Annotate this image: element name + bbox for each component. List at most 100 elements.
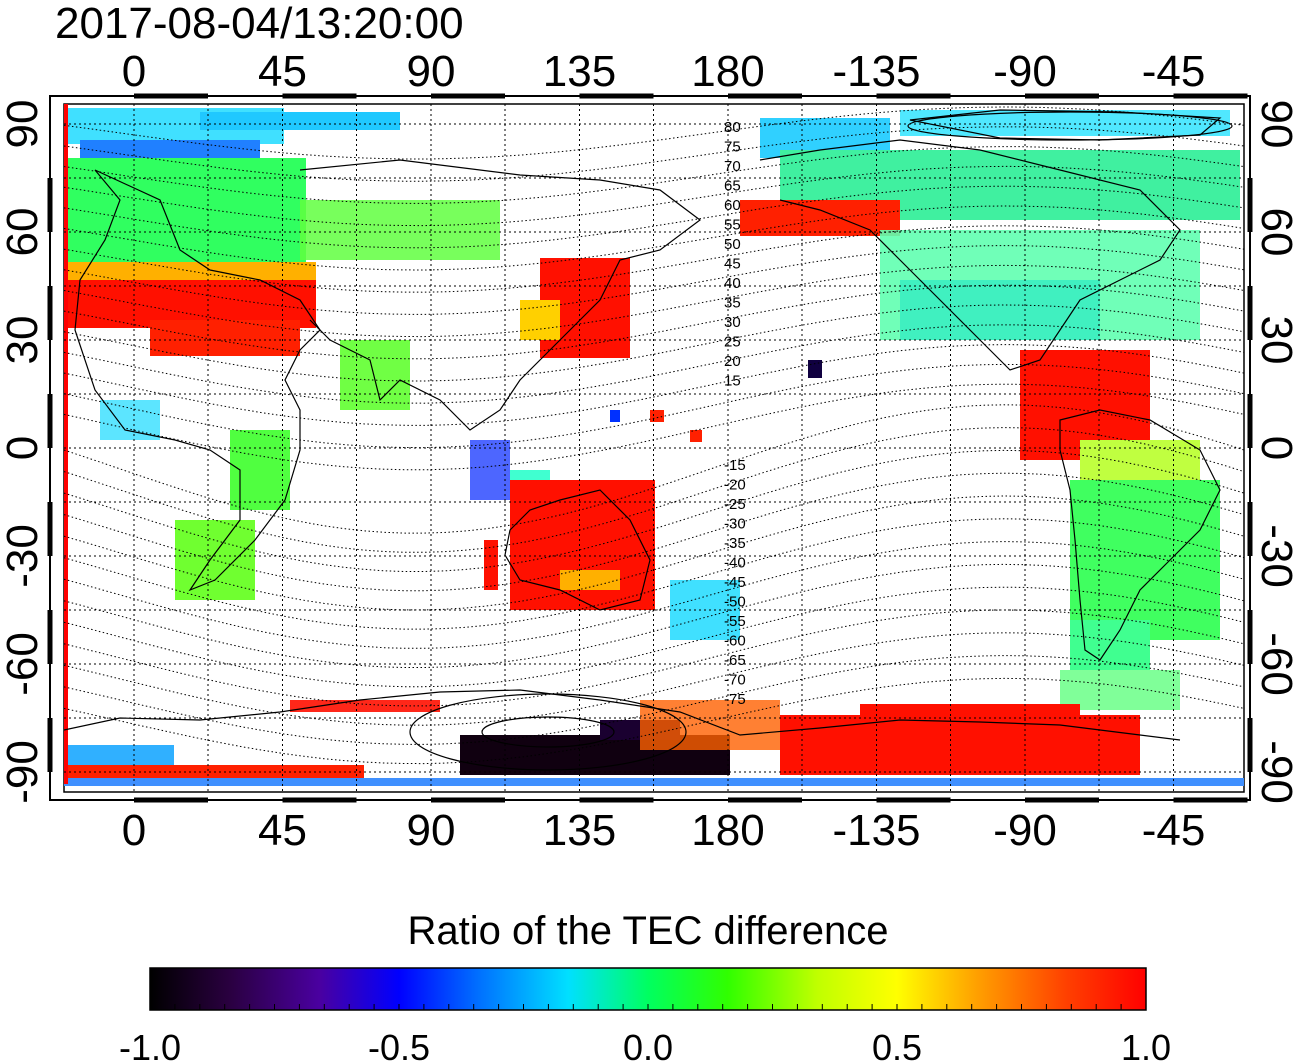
coastline-magnetic-pole-ring [409, 693, 687, 771]
axis-ticks [47, 93, 1253, 803]
patch-west-australia-red [484, 540, 498, 590]
lon-label-top: 180 [691, 47, 764, 96]
timestamp-title: 2017-08-04/13:20:00 [55, 0, 464, 48]
patch-alaska-red [740, 200, 900, 236]
contour-label: -60 [724, 633, 746, 650]
contour-label: 65 [724, 178, 741, 195]
magnetic-contour [64, 563, 1244, 668]
lon-label-bottom: 45 [258, 806, 307, 855]
magnetic-contour [64, 449, 1244, 572]
patch-arctic-cyan-2 [200, 112, 400, 130]
colorbar-tick-label: -1.0 [119, 1027, 181, 1064]
lon-label-bottom: -135 [832, 806, 920, 855]
magnetic-contour [64, 518, 1244, 630]
colorbar-tick-labels: -1.0 -0.5 0.0 0.5 1.0 [119, 1027, 1171, 1064]
magnetic-contour [64, 472, 1244, 592]
lon-label-top: 90 [407, 47, 456, 96]
magnetic-contour [64, 126, 1244, 182]
coastline-north-america [759, 139, 1181, 371]
lat-label-right: -60 [1252, 632, 1296, 696]
contour-label: 30 [724, 314, 741, 331]
colorbar-gradient [149, 967, 1147, 1011]
patch-pacific-blue-1 [610, 410, 620, 422]
contour-label: 60 [724, 197, 741, 214]
patch-ross-sea-red [290, 700, 440, 712]
lat-label-left: 0 [0, 436, 47, 460]
lon-label-top: -90 [993, 47, 1057, 96]
magnetic-contour [64, 304, 1244, 382]
lon-label-bottom: 135 [543, 806, 616, 855]
lat-label-right: 60 [1252, 208, 1296, 257]
magnetic-contour [64, 363, 1244, 449]
coastline-australia [504, 489, 651, 611]
colorbar: Ratio of the TEC difference -1.0 -0.5 0.0 0… [119, 909, 1171, 1064]
patch-middle-east-red [150, 320, 300, 356]
lat-label-left: -90 [0, 740, 47, 804]
lon-label-bottom: -45 [1142, 806, 1206, 855]
lon-label-bottom: -90 [993, 806, 1057, 855]
magnetic-contour [64, 324, 1244, 404]
left-latitude-labels: 90 60 30 0 -30 -60 -90 [0, 100, 47, 804]
lon-label-bottom: 0 [122, 806, 146, 855]
lon-label-top: 45 [258, 47, 307, 96]
lat-label-right: 30 [1252, 316, 1296, 365]
patch-pacific-red-2 [690, 430, 702, 442]
contour-label: -30 [724, 516, 746, 533]
patch-us-cyan-green [900, 280, 1100, 340]
magnetic-contour [64, 677, 1244, 765]
coastline-north-ring [907, 111, 1233, 141]
coastline-antarctica [64, 689, 1181, 741]
magnetic-contour [64, 146, 1244, 204]
patch-east-asia-yellow [520, 300, 560, 340]
contour-label: -65 [724, 652, 746, 669]
right-latitude-labels: 90 60 30 0 -30 -60 -90 [1252, 100, 1296, 804]
lat-label-left: 30 [0, 316, 47, 365]
lat-label-left: -60 [0, 632, 47, 696]
contour-label: 40 [724, 275, 741, 292]
contour-label: -15 [724, 457, 746, 474]
magnetic-contour [64, 344, 1244, 426]
contour-label: -55 [724, 613, 746, 630]
contour-label: 45 [724, 256, 741, 273]
lon-label-top: -135 [832, 47, 920, 96]
contour-label: 55 [724, 217, 741, 234]
magnetic-contour [64, 165, 1244, 227]
map-gridlines [64, 104, 1244, 792]
contour-label: -40 [724, 555, 746, 572]
coastline-asia [299, 159, 701, 431]
lat-label-right: -90 [1252, 740, 1296, 804]
patch-south-america-green [1070, 480, 1220, 640]
magnetic-contour [64, 284, 1244, 360]
contour-label: 70 [724, 158, 741, 175]
contour-label: 35 [724, 295, 741, 312]
contour-label: 80 [724, 119, 741, 136]
contour-label: -70 [724, 672, 746, 689]
magnetic-contour [64, 495, 1244, 611]
patch-se-asia-blue [470, 440, 510, 500]
colorbar-tick-label: 1.0 [1121, 1027, 1171, 1064]
patch-central-asia-green [300, 200, 500, 260]
lat-label-right: -30 [1252, 524, 1296, 588]
patch-australia-yellow [560, 570, 620, 590]
lon-label-top: 0 [122, 47, 146, 96]
magnetic-contour [64, 383, 1244, 471]
lon-label-top: -45 [1142, 47, 1206, 96]
contour-label: 75 [724, 139, 741, 156]
contour-label: -50 [724, 594, 746, 611]
contour-label: -75 [724, 691, 746, 708]
contour-label-group: 80 75 70 65 60 55 50 45 40 35 30 25 20 15 -15 -20 -25 -30… [724, 119, 746, 708]
colorbar-tick-label: 0.0 [623, 1027, 673, 1064]
lat-label-left: -30 [0, 524, 47, 588]
patch-antarctic-mixed [640, 700, 780, 750]
colorbar-tick-label: -0.5 [368, 1027, 430, 1064]
magnetic-contour [64, 586, 1244, 688]
patch-south-africa-green [175, 520, 255, 600]
patch-left-edge-red [64, 104, 68, 784]
contour-label: -20 [724, 477, 746, 494]
top-longitude-labels: 0 45 90 135 180 -135 -90 -45 [122, 47, 1206, 96]
coastline-inner-ring [481, 716, 615, 748]
contour-label: 15 [724, 373, 741, 390]
lat-label-right: 0 [1252, 436, 1296, 460]
patch-india-green [340, 340, 410, 410]
